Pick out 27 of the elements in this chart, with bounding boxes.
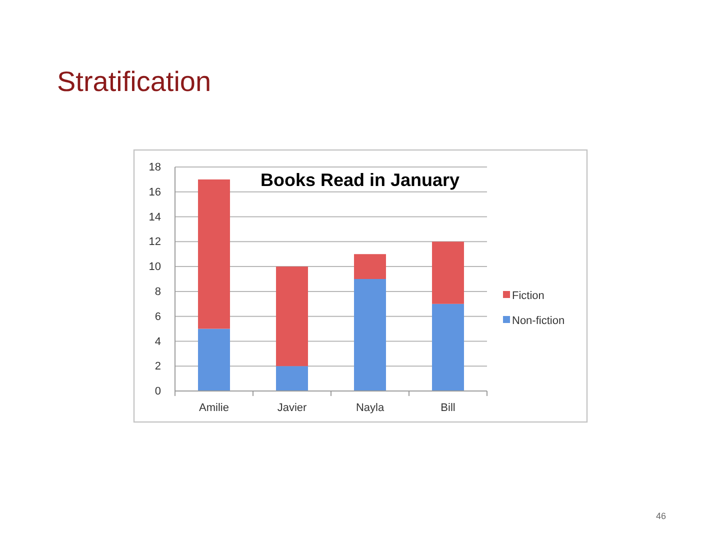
bar xyxy=(198,328,230,391)
x-tick-label: Nayla xyxy=(356,402,385,414)
y-tick-label: 8 xyxy=(154,286,161,298)
chart-subtitle: Books Read in January xyxy=(260,170,460,190)
y-tick-label: 12 xyxy=(148,236,161,248)
text: 46 xyxy=(656,511,666,521)
y-tick-label: 0 xyxy=(154,386,161,398)
y-tick-label: 4 xyxy=(154,336,161,348)
bar xyxy=(354,279,386,391)
x-tick-label: Amilie xyxy=(199,402,229,414)
legend-label: Fiction xyxy=(512,290,544,302)
bar xyxy=(432,242,464,304)
x-tick-label: Javier xyxy=(277,402,308,414)
y-tick-label: 2 xyxy=(154,360,161,373)
y-tick-label: 16 xyxy=(148,186,161,198)
bar xyxy=(354,254,386,279)
legend-label: Non-fiction xyxy=(512,315,565,327)
y-tick-label: 6 xyxy=(154,310,161,323)
bar xyxy=(432,304,464,391)
y-tick-label: 18 xyxy=(148,162,161,174)
bar xyxy=(198,179,230,329)
chart-title: Stratification xyxy=(57,66,212,97)
bar xyxy=(276,266,308,366)
y-tick-label: 14 xyxy=(148,211,161,224)
y-tick-label: 10 xyxy=(148,261,161,274)
bar xyxy=(276,366,308,391)
x-tick-label: Bill xyxy=(440,402,456,414)
